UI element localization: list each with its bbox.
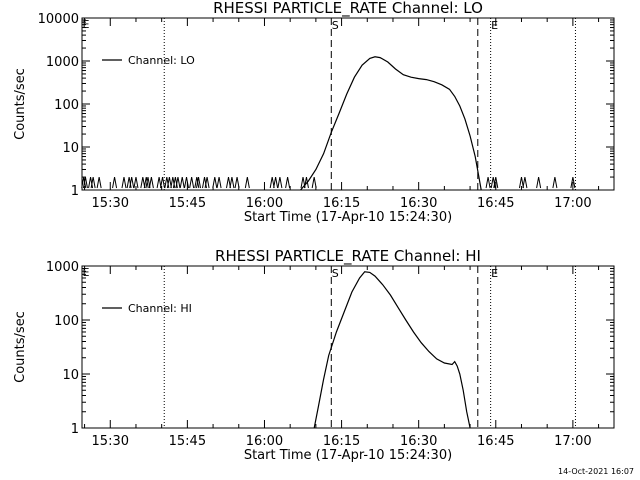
noise-spike bbox=[204, 176, 210, 189]
x-tick-label: 16:30 bbox=[400, 196, 437, 211]
noise-spike bbox=[160, 176, 166, 189]
chart-title: RHESSI PARTICLE_RATE Channel: LO bbox=[213, 0, 483, 18]
noise-spike bbox=[148, 176, 154, 189]
noise-spike bbox=[175, 176, 181, 189]
noise-spike bbox=[311, 176, 317, 189]
x-tick-label: 16:30 bbox=[400, 434, 437, 449]
noise-spike bbox=[300, 176, 306, 189]
x-tick-label: 16:15 bbox=[323, 434, 360, 449]
y-tick-label: 10 bbox=[62, 141, 79, 156]
noise-spike bbox=[194, 176, 200, 189]
noise-spike bbox=[485, 176, 491, 189]
x-tick-label: 15:30 bbox=[92, 196, 129, 211]
noise-spike bbox=[234, 176, 240, 189]
noise-spike bbox=[536, 176, 542, 189]
noise-spike bbox=[518, 176, 524, 189]
x-tick-label: 15:30 bbox=[92, 434, 129, 449]
noise-spike bbox=[112, 176, 118, 189]
corner-marker-e: E bbox=[83, 266, 90, 279]
noise-spike bbox=[244, 176, 250, 189]
x-tick-label: 16:00 bbox=[246, 196, 283, 211]
noise-spike bbox=[212, 176, 218, 189]
noise-spike bbox=[216, 176, 222, 189]
y-axis-label: Counts/sec bbox=[13, 311, 28, 383]
y-axis-label: Counts/sec bbox=[13, 68, 28, 140]
noise-spike bbox=[196, 176, 202, 189]
noise-spike bbox=[179, 176, 185, 189]
x-tick-label: 16:45 bbox=[477, 434, 514, 449]
interval-marker-e: E bbox=[491, 19, 498, 32]
plot-frame bbox=[81, 265, 615, 429]
noise-spike bbox=[121, 176, 127, 189]
y-tick-label: 1000 bbox=[46, 55, 79, 70]
noise-spike bbox=[570, 176, 576, 189]
series-line bbox=[300, 56, 482, 191]
noise-spike bbox=[143, 176, 149, 189]
y-tick-label: 1000 bbox=[46, 260, 79, 275]
x-tick-label: 16:00 bbox=[246, 434, 283, 449]
legend-label: Channel: HI bbox=[128, 302, 192, 315]
noise-spike bbox=[189, 176, 195, 189]
x-tick-label: 17:00 bbox=[554, 196, 591, 211]
noise-spike bbox=[96, 176, 102, 189]
x-tick-label: 16:15 bbox=[323, 196, 360, 211]
y-tick-label: 1 bbox=[71, 184, 79, 199]
y-tick-label: 1 bbox=[71, 422, 79, 437]
x-tick-label: 15:45 bbox=[169, 196, 206, 211]
noise-spike bbox=[129, 176, 135, 189]
interval-marker-s: S bbox=[332, 267, 339, 280]
noise-spike bbox=[90, 176, 96, 189]
noise-spike bbox=[522, 176, 528, 189]
noise-spike bbox=[269, 176, 275, 189]
panel-2: RHESSI PARTICLE_RATE Channel: HI 1 10 100 10… bbox=[13, 247, 615, 463]
x-axis-label: Start Time (17-Apr-10 15:24:30) bbox=[244, 210, 452, 225]
y-tick-label: 10000 bbox=[38, 12, 79, 27]
y-tick-label: 10 bbox=[62, 368, 79, 383]
x-tick-label: 16:45 bbox=[477, 196, 514, 211]
noise-spike bbox=[226, 176, 231, 189]
noise-spike bbox=[82, 176, 88, 189]
y-tick-label: 100 bbox=[54, 314, 79, 329]
noise-spike bbox=[166, 176, 172, 189]
noise-spike bbox=[273, 176, 279, 189]
x-axis-label: Start Time (17-Apr-10 15:24:30) bbox=[244, 448, 452, 463]
noise-spike bbox=[140, 176, 146, 189]
noise-spike bbox=[145, 176, 151, 189]
y-tick-label: 100 bbox=[54, 98, 79, 113]
x-tick-label: 17:00 bbox=[554, 434, 591, 449]
noise-spike bbox=[552, 176, 558, 189]
corner-marker-e: E bbox=[83, 18, 90, 31]
noise-spike bbox=[133, 176, 139, 189]
noise-spike bbox=[229, 176, 235, 189]
interval-marker-e: E bbox=[491, 267, 498, 280]
noise-spike bbox=[277, 176, 283, 189]
legend-label: Channel: LO bbox=[128, 54, 195, 67]
panel-1: RHESSI PARTICLE_RATE Channel: LO 1 10 100 10… bbox=[13, 0, 615, 225]
noise-spike bbox=[81, 176, 87, 189]
chart-title: RHESSI PARTICLE_RATE Channel: HI bbox=[215, 247, 481, 266]
plot-frame bbox=[81, 17, 615, 191]
noise-spike bbox=[184, 176, 190, 189]
noise-spike bbox=[493, 176, 499, 189]
noise-spike bbox=[156, 176, 162, 189]
interval-marker-s: S bbox=[332, 19, 339, 32]
x-tick-label: 15:45 bbox=[169, 434, 206, 449]
noise-spike bbox=[285, 176, 291, 189]
print-timestamp: 14-Oct-2021 16:07 bbox=[558, 467, 634, 476]
series-line bbox=[313, 271, 471, 429]
